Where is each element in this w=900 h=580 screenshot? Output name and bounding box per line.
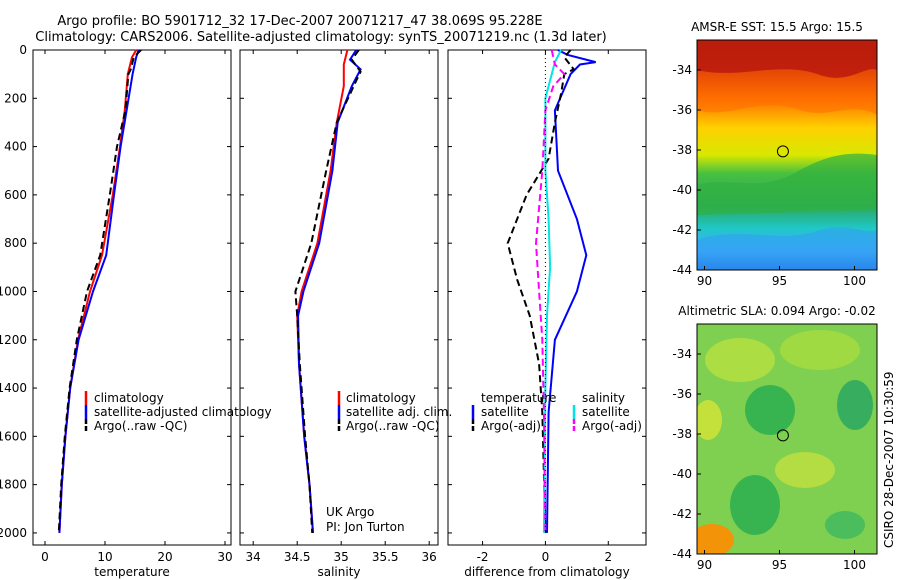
sla-map-title: Altimetric SLA: 0.094 Argo: -0.02: [678, 304, 875, 318]
x-tick-label: 95: [772, 274, 787, 288]
legend-label-sal-argo: Argo(-adj): [582, 419, 642, 433]
legend-label-argo: Argo(..raw -QC): [94, 419, 187, 433]
series-line-satellite-adjusted-climatology: [58, 49, 140, 533]
y-tick-label: -42: [672, 507, 692, 521]
legend-label-climatology: climatology: [94, 391, 164, 405]
x-tick-label: 90: [697, 558, 712, 572]
plot-frame: [239, 49, 439, 546]
salinity-profile-panel: 34 34.5 35 35.5 36 salinity: [239, 49, 439, 579]
y-tick-label: 1000: [0, 284, 27, 298]
annotation-pi: PI: Jon Turton: [326, 520, 405, 534]
x-tick-label: 30: [217, 550, 232, 564]
legend-label-temp-argo: Argo(-adj): [481, 419, 541, 433]
y-tick-label: 2000: [0, 526, 27, 540]
x-tick-label: 0: [41, 550, 49, 564]
sst-map-title: AMSR-E SST: 15.5 Argo: 15.5: [691, 20, 863, 34]
sla-axes: 90 95 100 -34 -36 -38 -40 -42 -44: [672, 347, 866, 572]
y-tick-label: 400: [4, 140, 27, 154]
sst-map: AMSR-E SST: 15.5 Argo: 15.5 90 95 100 -34 -3…: [672, 20, 878, 288]
series-line-climatology: [296, 49, 349, 533]
legend-label-satellite: satellite-adjusted climatology: [94, 405, 272, 419]
y-tick-label: 1200: [0, 333, 27, 347]
plot-frame: [447, 49, 647, 546]
series-line-satellite-adj-clim-: [297, 49, 362, 533]
series-line-argo-raw-qc-: [57, 49, 142, 533]
series-line-temperature-argo-adj-: [506, 49, 576, 533]
sst-axes: 90 95 100 -34 -36 -38 -40 -42 -44: [672, 63, 866, 288]
argo-position-marker: [776, 429, 789, 442]
y-tick-label: 1400: [0, 381, 27, 395]
x-tick-label: 34.5: [284, 550, 311, 564]
figure-title-line1: Argo profile: BO 5901712_32 17-Dec-2007 …: [57, 14, 542, 29]
x-axis-label: difference from climatology: [464, 565, 630, 579]
y-tick-label: -38: [672, 143, 692, 157]
y-tick-label: -34: [672, 63, 692, 77]
figure-title-line2: Climatology: CARS2006. Satellite-adjuste…: [35, 30, 607, 45]
side-caption: CSIRO 28-Dec-2007 10:30:59: [882, 371, 896, 548]
series-line-salinity-satellite: [542, 49, 562, 533]
y-tick-label: -44: [672, 547, 692, 561]
x-tick-label: -2: [477, 550, 489, 564]
x-axis-label: temperature: [94, 565, 169, 579]
sla-field: [697, 324, 877, 554]
x-tick-label: 35: [334, 550, 349, 564]
legend-label-argo: Argo(..raw -QC): [346, 419, 439, 433]
y-tick-label: -38: [672, 427, 692, 441]
y-tick-label: 200: [4, 91, 27, 105]
series-line-temperature-satellite: [546, 49, 596, 533]
annotation-uk-argo: UK Argo: [326, 505, 374, 519]
x-tick-label: 35.5: [372, 550, 399, 564]
x-tick-label: 34: [246, 550, 261, 564]
y-tick-label: 1800: [0, 478, 27, 492]
y-tick-label: 600: [4, 188, 27, 202]
salinity-legend: climatology satellite adj. clim. Argo(..…: [326, 391, 452, 534]
y-tick-label: -40: [672, 183, 692, 197]
y-tick-label: -36: [672, 387, 692, 401]
series-line-argo-raw-qc-: [294, 49, 362, 533]
legend-title-salinity: salinity: [582, 391, 625, 405]
y-tick-label: 1600: [0, 429, 27, 443]
y-tick-label: -42: [672, 223, 692, 237]
plot-frame: [32, 49, 232, 546]
x-tick-label: 0: [542, 550, 550, 564]
y-tick-label: -34: [672, 347, 692, 361]
x-tick-label: 36: [422, 550, 437, 564]
sla-map: Altimetric SLA: 0.094 Argo: -0.02 90 95 10…: [672, 304, 878, 572]
sst-field: [697, 40, 877, 270]
x-tick-label: 90: [697, 274, 712, 288]
y-tick-label: 0: [19, 43, 27, 57]
y-tick-label: -40: [672, 467, 692, 481]
y-tick-label: -44: [672, 263, 692, 277]
legend-title-temperature: temperature: [481, 391, 556, 405]
argo-position-marker: [776, 145, 789, 158]
x-tick-label: 20: [157, 550, 172, 564]
series-line-salinity-argo-adj-: [534, 49, 566, 533]
x-tick-label: 100: [843, 274, 866, 288]
legend-label-satellite: satellite adj. clim.: [346, 405, 452, 419]
difference-legend: temperature salinity satellite Argo(-adj…: [471, 391, 642, 433]
legend-label-climatology: climatology: [346, 391, 416, 405]
x-tick-label: 10: [97, 550, 112, 564]
x-tick-label: 2: [604, 550, 612, 564]
legend-label-sal-satellite: satellite: [582, 405, 630, 419]
x-tick-label: 95: [772, 558, 787, 572]
temperature-legend: climatology satellite-adjusted climatolo…: [84, 391, 272, 433]
y-tick-label: -36: [672, 103, 692, 117]
x-tick-label: 100: [843, 558, 866, 572]
y-tick-label: 800: [4, 236, 27, 250]
temperature-profile-panel: 0 10 20 30 0 200 400 600 800 1000 1200 1400 1600 1800…: [0, 43, 233, 579]
x-axis-label: salinity: [317, 565, 360, 579]
legend-label-temp-satellite: satellite: [481, 405, 529, 419]
